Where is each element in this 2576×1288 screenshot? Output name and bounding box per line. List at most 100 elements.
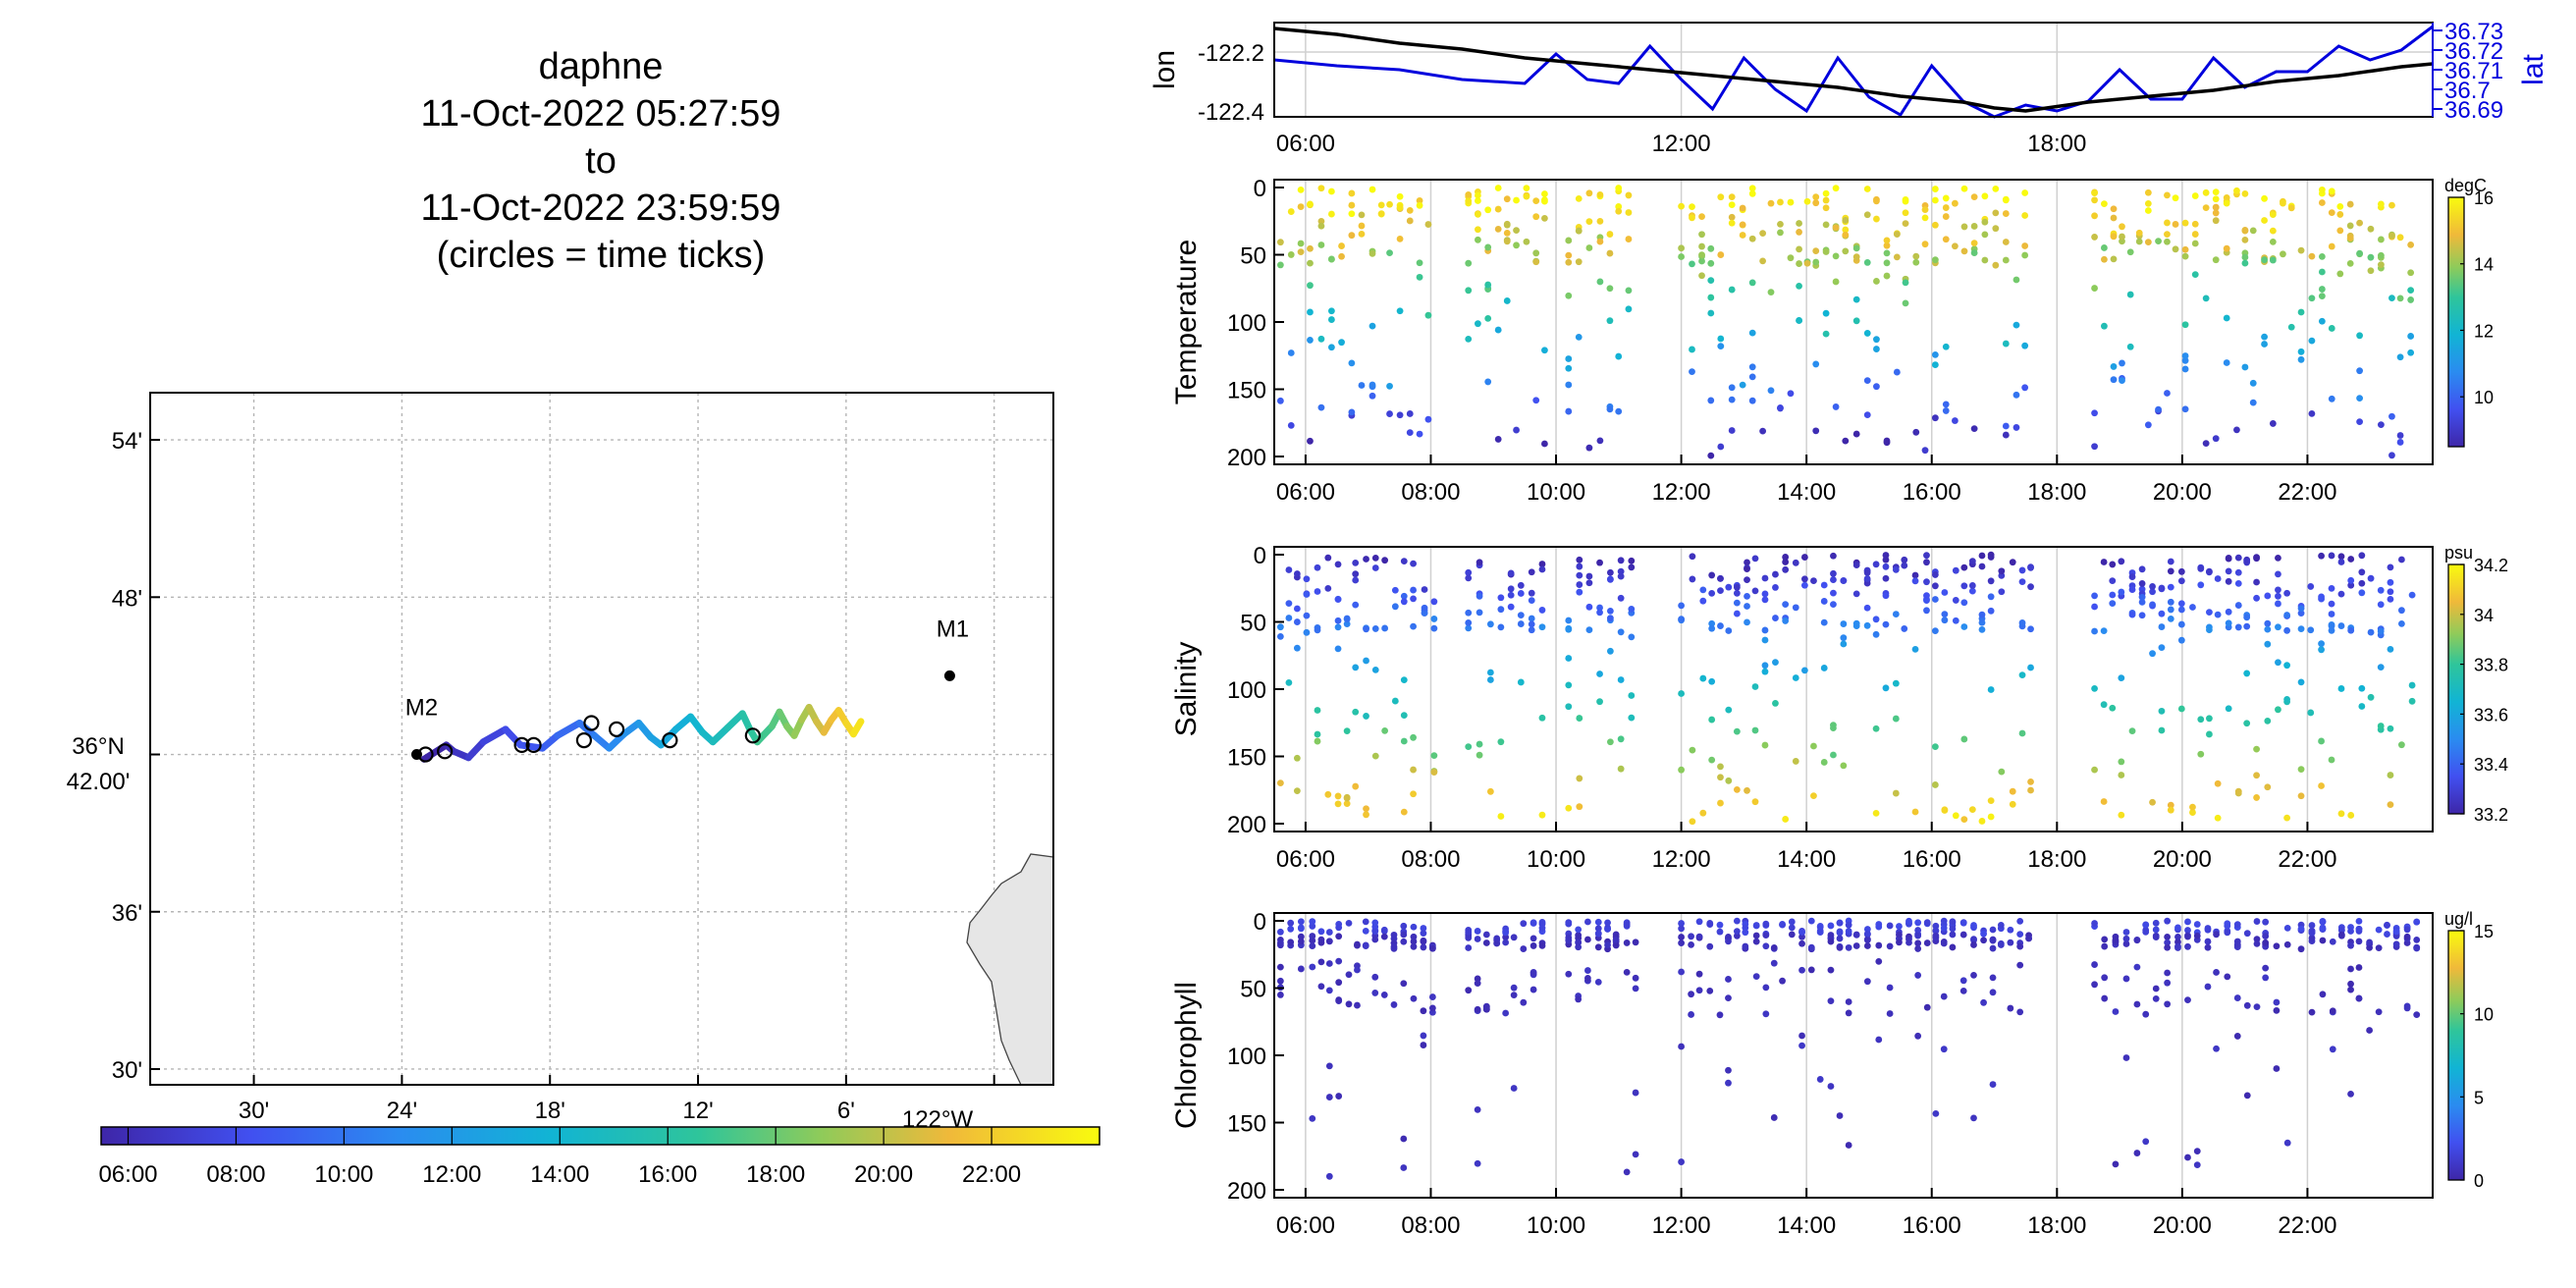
data-point	[2018, 566, 2026, 574]
data-point	[1770, 1114, 1778, 1121]
data-point	[2206, 626, 2213, 633]
data-point	[1465, 191, 1473, 198]
track-segment	[479, 725, 510, 746]
data-point	[1465, 335, 1473, 343]
data-point	[1863, 621, 1871, 629]
data-point	[1911, 571, 1919, 579]
data-point	[1314, 626, 1321, 634]
data-point	[1800, 554, 1808, 561]
data-point	[1530, 942, 1537, 949]
data-point	[2212, 256, 2220, 264]
data-point	[1716, 921, 1724, 929]
data-point	[2167, 615, 2174, 622]
data-point	[2262, 918, 2270, 926]
data-point	[2261, 256, 2268, 264]
data-point	[1842, 226, 1850, 234]
data-point	[1628, 605, 1636, 613]
data-point	[1327, 188, 1335, 195]
data-point	[1396, 235, 1404, 242]
data-point	[2007, 1004, 2014, 1012]
data-point	[1699, 809, 1707, 817]
data-point	[1517, 581, 1525, 589]
data-point	[2167, 567, 2174, 575]
data-point	[1530, 920, 1537, 927]
data-point	[2091, 285, 2098, 292]
lon-tick-label: -122.4	[1198, 99, 1264, 126]
data-point	[1625, 287, 1633, 295]
data-point	[2109, 591, 2117, 599]
data-point	[1892, 679, 1900, 687]
data-point	[1424, 221, 1432, 228]
data-point	[2367, 628, 2375, 636]
data-point	[1921, 214, 1929, 222]
data-point	[1465, 624, 1473, 632]
data-point	[2149, 650, 2156, 658]
x-tick-label: 18:00	[2027, 479, 2086, 506]
data-point	[2189, 604, 2196, 611]
data-point	[1970, 1114, 1977, 1122]
data-point	[1287, 208, 1295, 215]
data-point	[1800, 667, 1808, 674]
data-point	[1575, 194, 1583, 202]
data-point	[1725, 777, 1733, 784]
data-point	[1777, 220, 1784, 228]
data-point	[1678, 968, 1685, 976]
data-point	[1612, 936, 1620, 943]
data-point	[1875, 1036, 1883, 1044]
data-point	[1883, 437, 1891, 445]
data-point	[1914, 919, 1922, 927]
data-point	[1632, 939, 1639, 946]
data-point	[1782, 565, 1790, 573]
data-point	[1381, 557, 1389, 564]
data-point	[1396, 192, 1404, 200]
data-point	[2193, 921, 2201, 928]
data-point	[1845, 943, 1852, 951]
data-point	[1812, 199, 1820, 207]
data-point	[1565, 655, 1573, 662]
data-point	[1852, 253, 1860, 261]
data-point	[1565, 355, 1573, 362]
data-point	[1952, 617, 1959, 624]
data-point	[2241, 363, 2249, 371]
data-point	[1914, 972, 1922, 979]
data-point	[2269, 256, 2277, 264]
data-point	[1708, 571, 1716, 579]
data-point	[2297, 308, 2305, 316]
data-point	[1911, 645, 1919, 653]
data-point	[1707, 309, 1715, 317]
data-point	[1717, 193, 1725, 201]
data-point	[1380, 933, 1388, 940]
data-point	[1782, 617, 1790, 624]
data-point	[1297, 203, 1305, 210]
data-point	[2261, 333, 2268, 341]
data-point	[1852, 590, 1860, 598]
data-point	[1410, 595, 1417, 603]
data-point	[2328, 188, 2335, 195]
data-point	[2397, 607, 2405, 615]
data-point	[1317, 222, 1325, 230]
data-point	[2319, 917, 2327, 925]
data-point	[1914, 932, 1922, 939]
data-point	[1293, 754, 1301, 762]
data-point	[2319, 937, 2327, 944]
data-point	[2118, 588, 2125, 596]
data-point	[1914, 1032, 1922, 1040]
data-point	[1744, 592, 1750, 600]
data-point	[2164, 238, 2171, 245]
data-point	[1503, 195, 1511, 203]
data-point	[2377, 627, 2385, 635]
data-point	[1959, 987, 1967, 994]
data-point	[2021, 212, 2029, 219]
data-point	[1873, 383, 1880, 391]
data-point	[1882, 574, 1890, 582]
title-name: daphne	[539, 46, 664, 87]
data-point	[1420, 937, 1427, 944]
data-point	[2177, 567, 2185, 575]
data-point	[2347, 928, 2354, 935]
data-point	[1530, 935, 1537, 942]
data-point	[2109, 600, 2117, 607]
data-point	[1932, 927, 1940, 935]
data-point	[1752, 932, 1760, 939]
data-point	[1981, 256, 1989, 264]
data-point	[1883, 249, 1891, 257]
